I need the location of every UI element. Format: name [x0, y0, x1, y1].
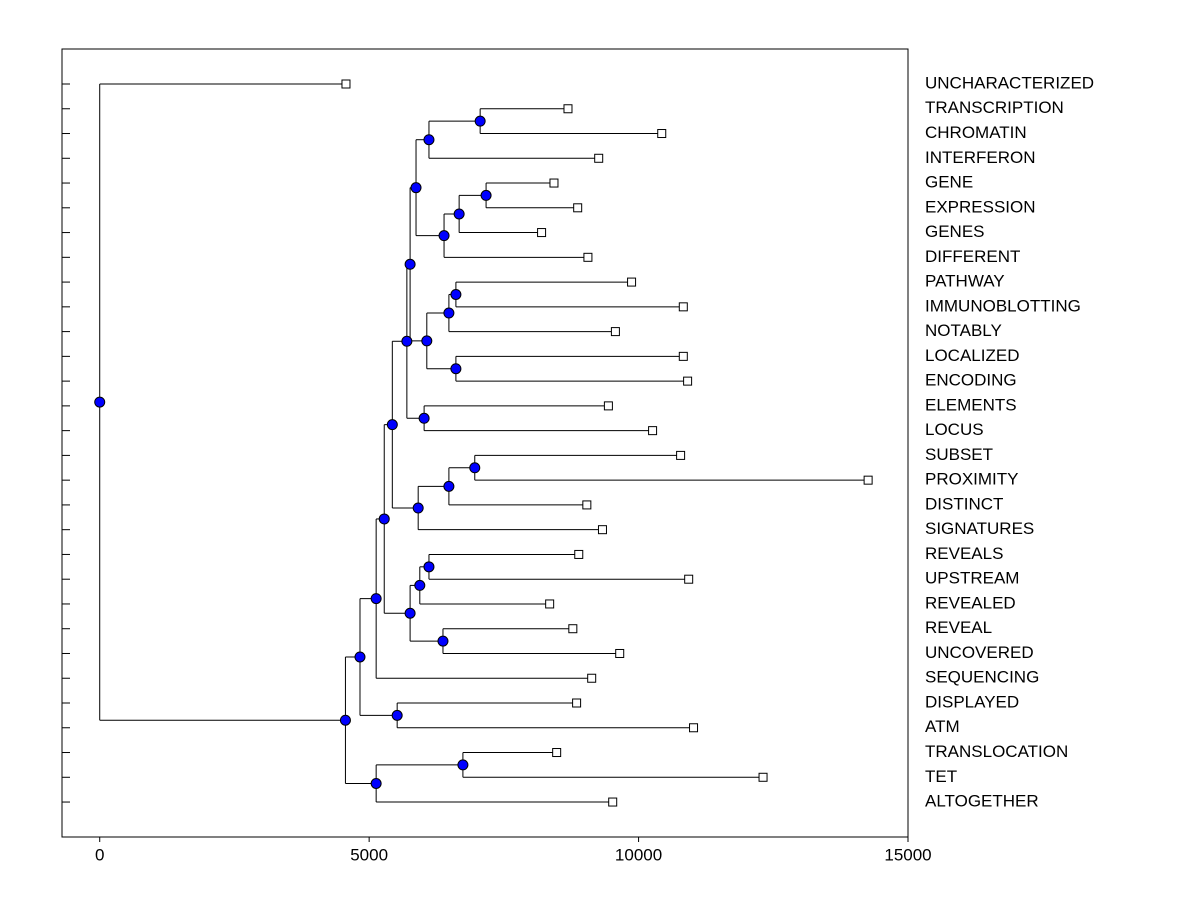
- leaf-marker: [648, 426, 658, 436]
- leaf-label: ELEMENTS: [925, 395, 1017, 414]
- leaf-label: ENCODING: [925, 371, 1017, 390]
- leaf-label: REVEALS: [925, 544, 1003, 563]
- merge-node: [412, 502, 424, 514]
- merge-node: [453, 208, 465, 220]
- leaf-label: LOCALIZED: [925, 346, 1019, 365]
- leaf-marker: [572, 698, 582, 708]
- leaf-marker: [683, 376, 693, 386]
- leaf-label: EXPRESSION: [925, 197, 1036, 216]
- merge-node: [474, 115, 486, 127]
- merge-node: [378, 513, 390, 525]
- leaf-label: SEQUENCING: [925, 668, 1039, 687]
- merge-node: [469, 462, 481, 474]
- merge-node: [391, 709, 403, 721]
- merge-node: [423, 561, 435, 573]
- leaf-marker: [758, 772, 768, 782]
- leaf-marker: [568, 624, 578, 634]
- leaf-label: ALTOGETHER: [925, 792, 1039, 811]
- x-tick-label: 10000: [615, 845, 662, 864]
- leaf-label: REVEAL: [925, 618, 992, 637]
- leaf-marker: [863, 475, 873, 485]
- merge-node: [370, 777, 382, 789]
- leaf-label: UNCHARACTERIZED: [925, 73, 1094, 92]
- merge-node: [450, 363, 462, 375]
- leaf-marker: [563, 104, 573, 114]
- leaf-marker: [582, 500, 592, 510]
- leaf-marker: [341, 79, 351, 89]
- leaf-marker: [537, 228, 547, 238]
- leaf-marker: [678, 302, 688, 312]
- leaf-label: INTERFERON: [925, 148, 1036, 167]
- leaf-label: PATHWAY: [925, 272, 1005, 291]
- leaf-label: TRANSLOCATION: [925, 742, 1068, 761]
- leaf-label: UNCOVERED: [925, 643, 1034, 662]
- merge-node: [354, 651, 366, 663]
- merge-node: [401, 335, 413, 347]
- leaf-label: PROXIMITY: [925, 470, 1019, 489]
- leaf-label: DIFFERENT: [925, 247, 1020, 266]
- leaf-marker: [574, 549, 584, 559]
- leaf-marker: [678, 351, 688, 361]
- leaf-label: ATM: [925, 717, 960, 736]
- leaf-label: GENES: [925, 222, 985, 241]
- merge-node: [450, 288, 462, 300]
- leaf-marker: [549, 178, 559, 188]
- merge-node: [443, 307, 455, 319]
- plot-frame: [61, 48, 909, 838]
- leaf-label: CHROMATIN: [925, 123, 1027, 142]
- leaf-marker: [603, 401, 613, 411]
- leaf-marker: [552, 748, 562, 758]
- leaf-label: REVEALED: [925, 593, 1016, 612]
- merge-node: [438, 230, 450, 242]
- leaf-marker: [545, 599, 555, 609]
- leaf-marker: [657, 129, 667, 139]
- leaf-marker: [610, 327, 620, 337]
- leaf-marker: [615, 648, 625, 658]
- leaf-label: DISTINCT: [925, 494, 1003, 513]
- leaf-label: UPSTREAM: [925, 569, 1019, 588]
- leaf-label: LOCUS: [925, 420, 984, 439]
- leaf-marker: [583, 252, 593, 262]
- leaf-label: TET: [925, 767, 957, 786]
- merge-node: [94, 396, 106, 408]
- leaf-label: SUBSET: [925, 445, 993, 464]
- merge-node: [339, 714, 351, 726]
- merge-node: [410, 182, 422, 194]
- leaf-label: NOTABLY: [925, 321, 1002, 340]
- merge-node: [437, 635, 449, 647]
- leaf-marker: [689, 723, 699, 733]
- x-tick-label: 15000: [884, 845, 931, 864]
- merge-node: [414, 579, 426, 591]
- merge-node: [457, 759, 469, 771]
- merge-node: [480, 189, 492, 201]
- leaf-label: IMMUNOBLOTTING: [925, 296, 1081, 315]
- leaf-marker: [587, 673, 597, 683]
- leaf-marker: [684, 574, 694, 584]
- leaf-marker: [573, 203, 583, 213]
- leaf-label: DISPLAYED: [925, 692, 1019, 711]
- x-tick-label: 5000: [350, 845, 388, 864]
- leaf-label: TRANSCRIPTION: [925, 98, 1064, 117]
- leaf-label: SIGNATURES: [925, 519, 1034, 538]
- merge-node: [423, 134, 435, 146]
- merge-node: [421, 335, 433, 347]
- leaf-marker: [597, 525, 607, 535]
- merge-node: [418, 412, 430, 424]
- leaf-marker: [594, 153, 604, 163]
- merge-node: [404, 258, 416, 270]
- leaf-marker: [627, 277, 637, 287]
- x-tick-label: 0: [95, 845, 104, 864]
- merge-node: [404, 607, 416, 619]
- leaf-label: GENE: [925, 173, 973, 192]
- merge-node: [443, 480, 455, 492]
- leaf-marker: [676, 450, 686, 460]
- merge-node: [386, 419, 398, 431]
- leaf-marker: [608, 797, 618, 807]
- merge-node: [370, 593, 382, 605]
